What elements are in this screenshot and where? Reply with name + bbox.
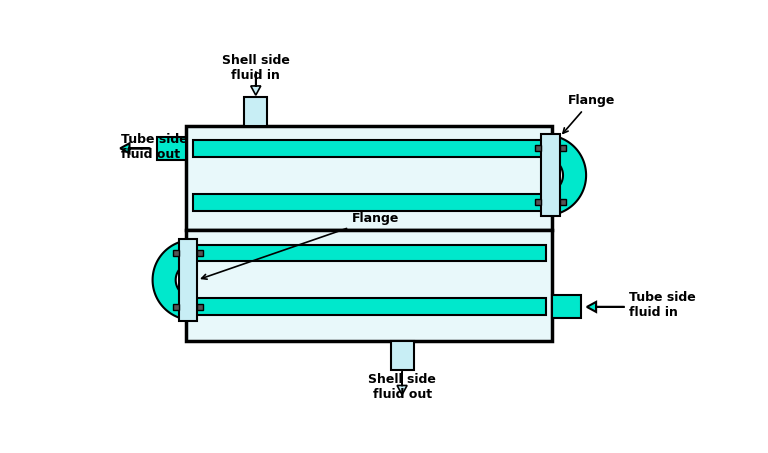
Polygon shape — [187, 230, 552, 341]
Polygon shape — [193, 245, 546, 261]
Polygon shape — [193, 299, 546, 315]
Polygon shape — [193, 194, 546, 211]
Polygon shape — [535, 199, 541, 205]
Text: Shell side
fluid out: Shell side fluid out — [368, 373, 436, 401]
Polygon shape — [560, 199, 566, 205]
Polygon shape — [541, 135, 560, 216]
Polygon shape — [173, 250, 179, 256]
Text: Shell side
fluid in: Shell side fluid in — [222, 54, 290, 82]
Polygon shape — [197, 304, 204, 310]
Text: Flange: Flange — [202, 212, 399, 279]
Polygon shape — [179, 239, 197, 321]
Text: Tube side
fluid in: Tube side fluid in — [629, 291, 696, 319]
Polygon shape — [187, 126, 552, 230]
Text: Flange: Flange — [563, 94, 615, 133]
Polygon shape — [197, 250, 204, 256]
Polygon shape — [193, 140, 546, 157]
FancyArrow shape — [121, 143, 150, 153]
FancyArrow shape — [587, 302, 624, 312]
Polygon shape — [173, 304, 179, 310]
FancyArrow shape — [397, 371, 407, 395]
Polygon shape — [560, 145, 566, 151]
Polygon shape — [546, 135, 586, 215]
Polygon shape — [535, 145, 541, 151]
Polygon shape — [552, 295, 581, 318]
Polygon shape — [244, 96, 267, 126]
Polygon shape — [153, 240, 193, 320]
Polygon shape — [157, 137, 187, 160]
FancyArrow shape — [251, 72, 261, 95]
Text: Tube side
fluid out: Tube side fluid out — [121, 133, 187, 161]
Polygon shape — [390, 341, 414, 370]
